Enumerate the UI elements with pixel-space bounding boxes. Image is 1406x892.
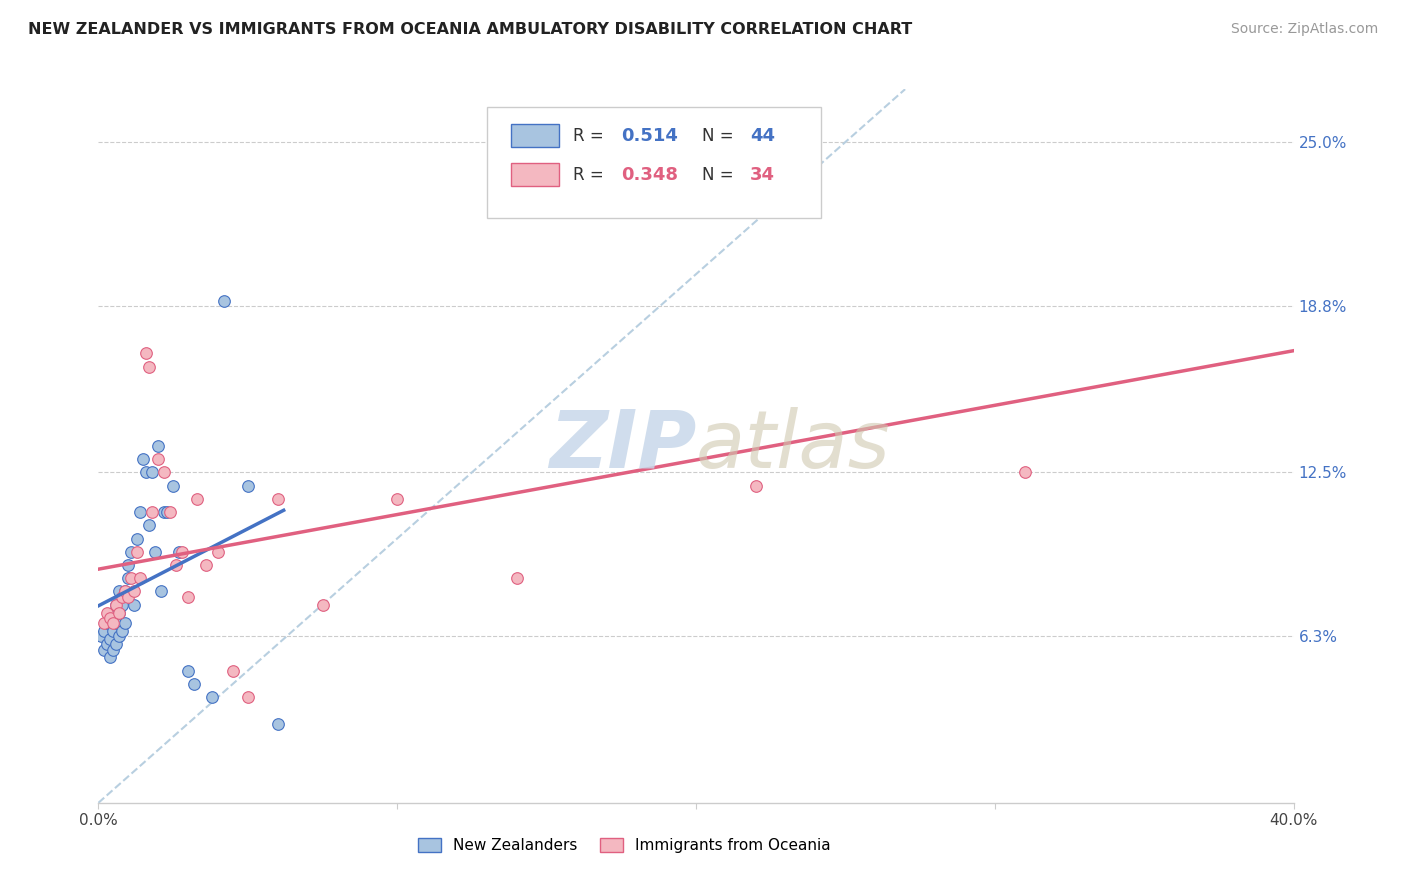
FancyBboxPatch shape xyxy=(486,107,821,218)
Point xyxy=(129,571,152,585)
Point xyxy=(156,505,179,519)
Point xyxy=(103,606,125,620)
Point xyxy=(385,491,409,506)
Point xyxy=(183,677,205,691)
Point xyxy=(138,518,160,533)
Point xyxy=(141,466,163,480)
Text: R =: R = xyxy=(572,127,609,145)
Point xyxy=(153,466,176,480)
Point xyxy=(124,598,146,612)
Point xyxy=(222,664,245,678)
Point xyxy=(96,606,118,620)
Point xyxy=(124,584,146,599)
Point xyxy=(98,650,122,665)
Point xyxy=(117,558,139,572)
Point xyxy=(132,452,155,467)
Point xyxy=(141,505,163,519)
Point xyxy=(93,642,115,657)
Point xyxy=(162,478,184,492)
Point xyxy=(120,571,142,585)
FancyBboxPatch shape xyxy=(510,163,558,186)
Point xyxy=(172,545,194,559)
Point xyxy=(93,616,115,631)
Point xyxy=(129,505,152,519)
Point xyxy=(105,598,128,612)
Point xyxy=(311,598,333,612)
Point xyxy=(98,632,122,646)
Point xyxy=(150,584,173,599)
Point xyxy=(127,532,149,546)
Point xyxy=(506,571,529,585)
Point xyxy=(117,590,139,604)
Point xyxy=(148,439,170,453)
Point xyxy=(1014,466,1036,480)
Point xyxy=(111,624,134,638)
Point xyxy=(135,346,157,360)
Point xyxy=(745,478,768,492)
Point xyxy=(114,584,136,599)
Text: 0.348: 0.348 xyxy=(620,166,678,184)
Point xyxy=(103,616,125,631)
Point xyxy=(108,606,131,620)
Point xyxy=(108,629,131,643)
Point xyxy=(177,590,200,604)
Point xyxy=(108,606,131,620)
Point xyxy=(93,624,115,638)
Point xyxy=(127,545,149,559)
Point xyxy=(165,558,187,572)
Point xyxy=(105,598,128,612)
Text: Source: ZipAtlas.com: Source: ZipAtlas.com xyxy=(1230,22,1378,37)
Point xyxy=(98,611,122,625)
Point xyxy=(201,690,224,704)
Text: N =: N = xyxy=(702,127,738,145)
Text: 0.514: 0.514 xyxy=(620,127,678,145)
Point xyxy=(108,584,131,599)
Point xyxy=(96,616,118,631)
Point xyxy=(135,466,157,480)
Point xyxy=(105,616,128,631)
Text: 44: 44 xyxy=(749,127,775,145)
Point xyxy=(111,590,134,604)
Point xyxy=(167,545,190,559)
Point xyxy=(117,571,139,585)
Text: 34: 34 xyxy=(749,166,775,184)
Point xyxy=(105,637,128,651)
Point xyxy=(114,616,136,631)
Point xyxy=(90,629,112,643)
Point xyxy=(186,491,208,506)
Text: ZIP: ZIP xyxy=(548,407,696,485)
Point xyxy=(267,716,290,731)
Point xyxy=(236,690,259,704)
Point xyxy=(212,293,235,308)
Point xyxy=(143,545,166,559)
Legend: New Zealanders, Immigrants from Oceania: New Zealanders, Immigrants from Oceania xyxy=(412,832,837,859)
Point xyxy=(153,505,176,519)
Text: NEW ZEALANDER VS IMMIGRANTS FROM OCEANIA AMBULATORY DISABILITY CORRELATION CHART: NEW ZEALANDER VS IMMIGRANTS FROM OCEANIA… xyxy=(28,22,912,37)
Text: atlas: atlas xyxy=(696,407,891,485)
Point xyxy=(159,505,181,519)
Text: N =: N = xyxy=(702,166,738,184)
Point xyxy=(98,611,122,625)
FancyBboxPatch shape xyxy=(510,124,558,147)
Point xyxy=(114,584,136,599)
Point xyxy=(120,545,142,559)
Point xyxy=(195,558,218,572)
Point xyxy=(111,598,134,612)
Point xyxy=(103,642,125,657)
Point xyxy=(177,664,200,678)
Point xyxy=(236,478,259,492)
Point xyxy=(267,491,290,506)
Text: R =: R = xyxy=(572,166,609,184)
Point xyxy=(148,452,170,467)
Point xyxy=(207,545,229,559)
Point xyxy=(103,624,125,638)
Point xyxy=(610,188,633,202)
Point xyxy=(96,637,118,651)
Point xyxy=(138,359,160,374)
